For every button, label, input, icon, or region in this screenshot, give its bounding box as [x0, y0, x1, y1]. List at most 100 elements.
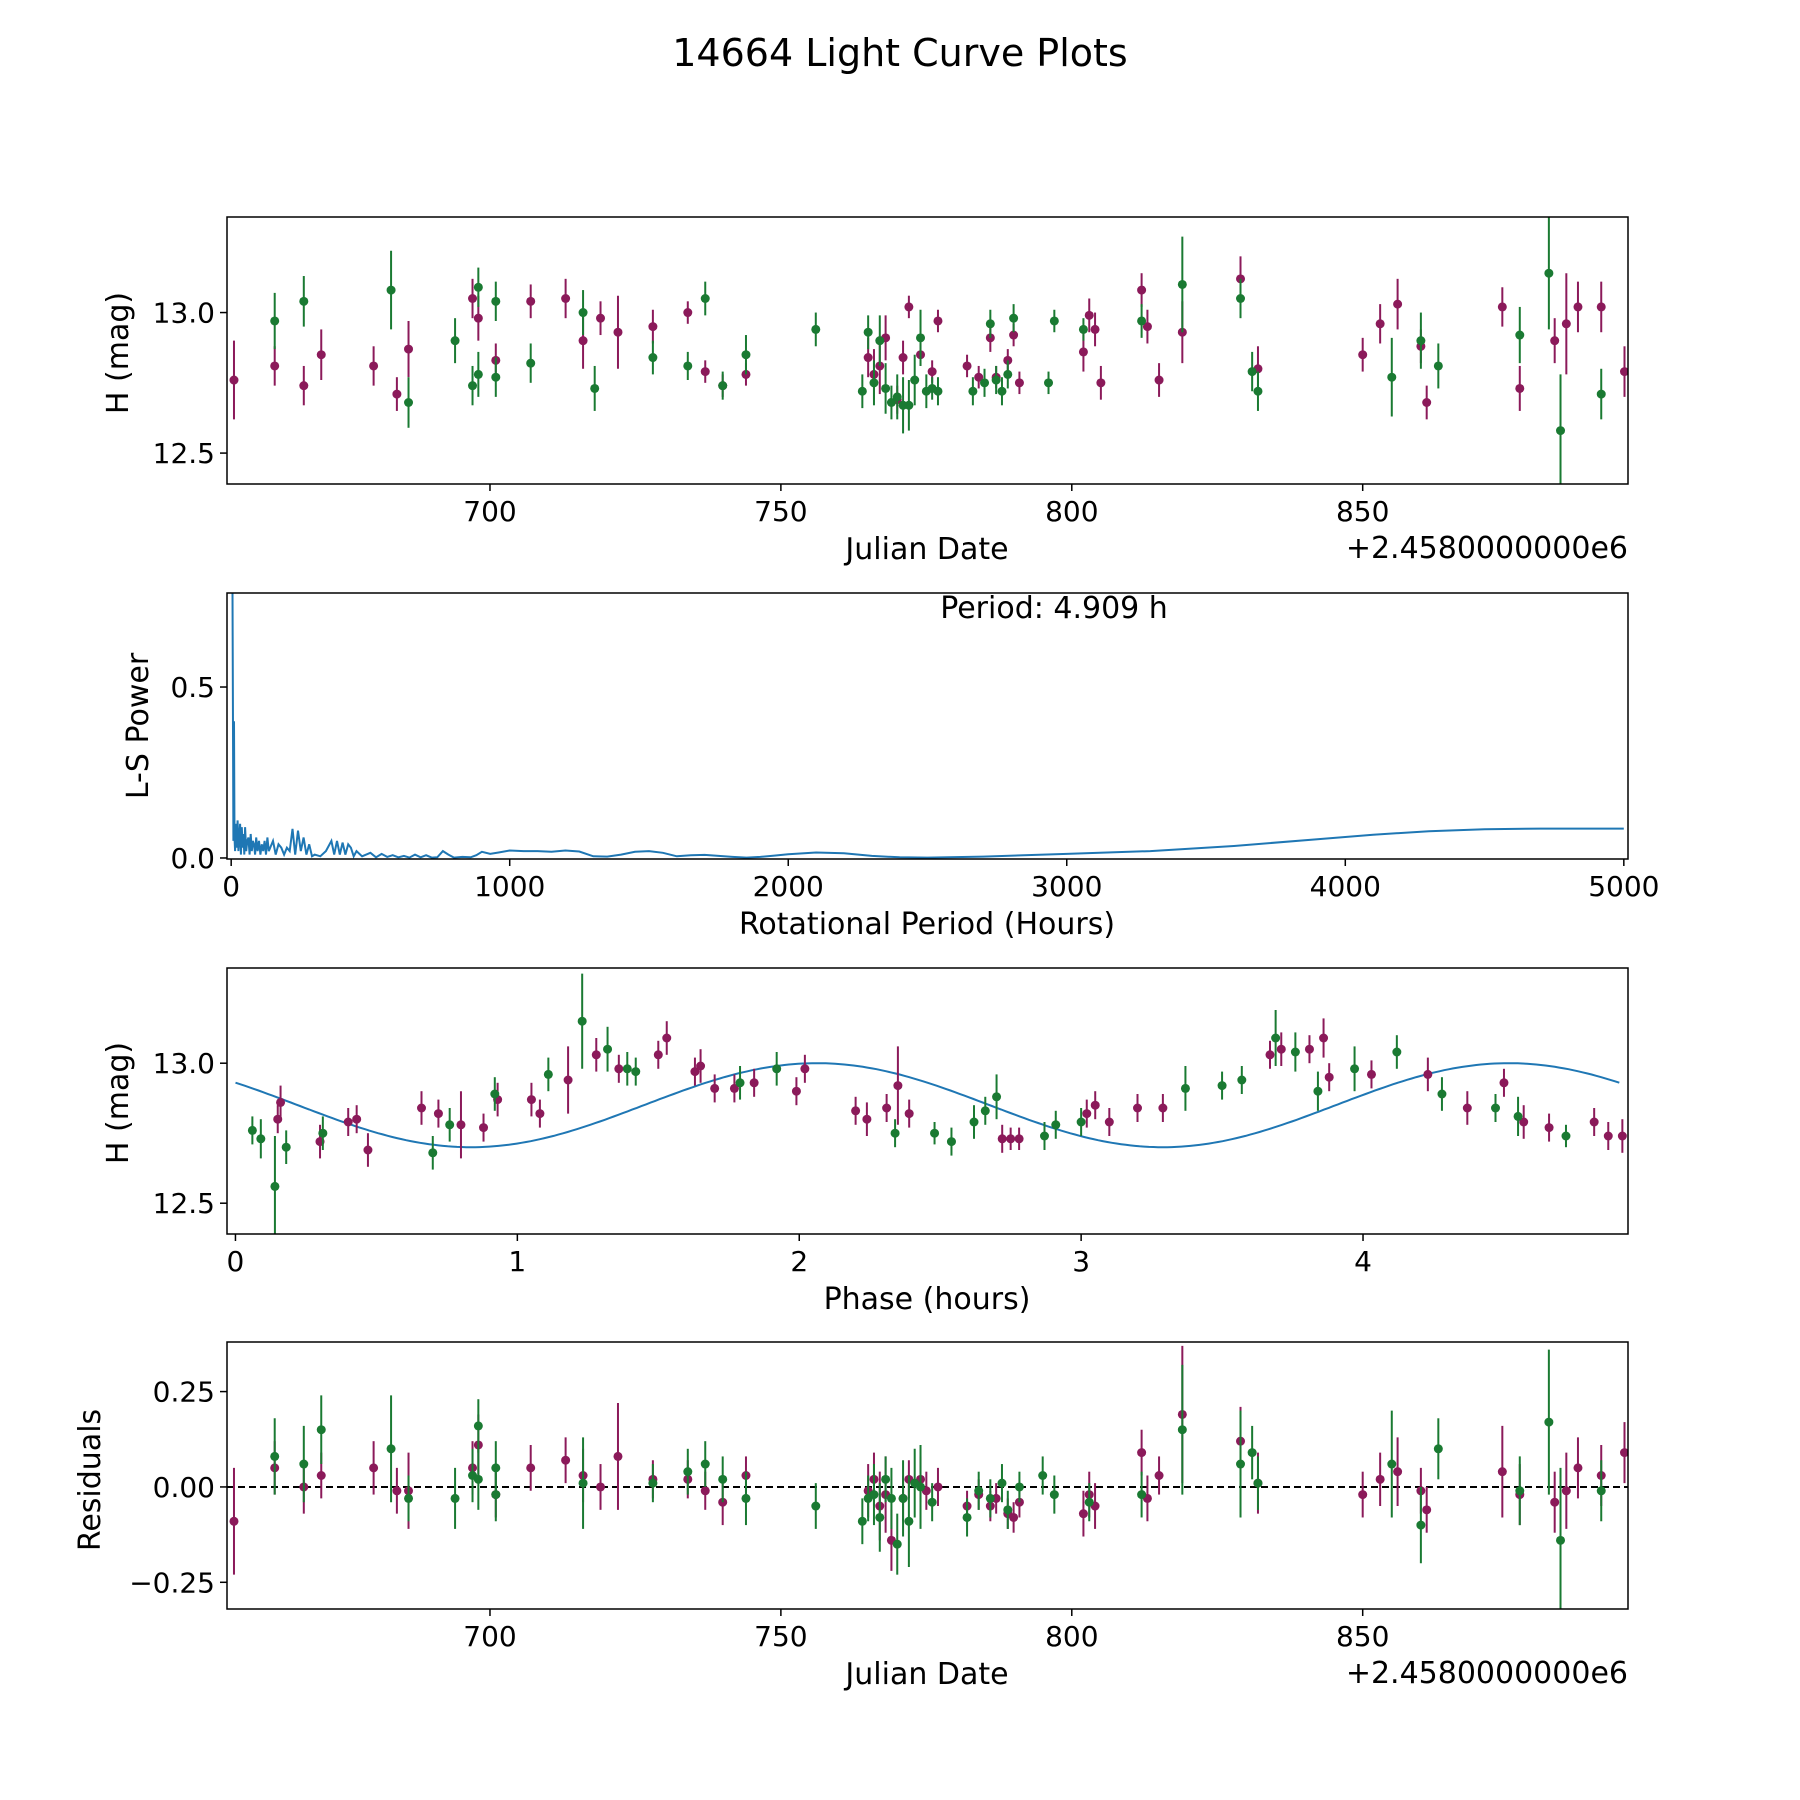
green-data-point — [1433, 361, 1443, 371]
green-data-point — [1253, 386, 1263, 396]
green-data-point — [491, 1490, 501, 1500]
phased-curve-xlabel: Phase (hours) — [824, 1282, 1031, 1317]
green-data-point — [718, 381, 728, 391]
green-data-point — [1217, 1081, 1227, 1091]
purple-data-point — [1393, 299, 1403, 309]
green-data-point — [863, 327, 873, 337]
phased-curve-ylabel: H (mag) — [101, 1042, 136, 1164]
green-data-point — [428, 1148, 438, 1158]
green-data-point — [946, 1137, 956, 1147]
green-data-point — [543, 1069, 553, 1079]
green-data-point — [700, 294, 710, 304]
light-curve-ylabel: H (mag) — [101, 292, 136, 414]
residuals-ylabel: Residuals — [73, 1409, 108, 1551]
purple-data-point — [1137, 1448, 1147, 1458]
purple-data-point — [343, 1117, 353, 1127]
purple-data-point — [1499, 1078, 1509, 1088]
green-data-point — [1236, 1459, 1246, 1469]
model-curve — [235, 1062, 1620, 1149]
purple-data-point — [882, 1103, 892, 1113]
purple-data-point — [690, 1067, 700, 1077]
residuals-xlabel: Julian Date — [843, 1657, 1008, 1692]
purple-data-point — [1104, 1117, 1114, 1127]
phased-curve-plot-area — [235, 973, 1627, 1234]
phased-curve-axes-frame — [226, 967, 1629, 1235]
x-tick-label: 0 — [227, 1245, 245, 1278]
x-tick-label: 1 — [508, 1245, 526, 1278]
purple-data-point — [369, 1463, 379, 1473]
green-data-point — [1049, 1490, 1059, 1500]
purple-data-point — [1561, 319, 1571, 329]
green-data-point — [930, 1128, 940, 1138]
x-tick-label: 2 — [790, 1245, 808, 1278]
green-data-point — [1513, 1111, 1523, 1121]
green-data-point — [1556, 426, 1566, 436]
purple-data-point — [299, 381, 309, 391]
green-data-point — [404, 397, 414, 407]
green-data-point — [603, 1044, 613, 1054]
green-data-point — [904, 400, 914, 410]
purple-data-point — [270, 361, 280, 371]
purple-data-point — [561, 294, 571, 304]
y-tick-label: 0.00 — [153, 1471, 215, 1504]
green-data-point — [886, 1493, 896, 1503]
purple-data-point — [700, 1486, 710, 1496]
green-data-point — [741, 350, 751, 360]
green-data-point — [270, 1181, 280, 1191]
purple-data-point — [1497, 302, 1507, 312]
green-data-point — [1076, 1117, 1086, 1127]
green-data-point — [404, 1493, 414, 1503]
purple-data-point — [904, 302, 914, 312]
purple-data-point — [710, 1083, 720, 1093]
green-data-point — [991, 375, 1001, 385]
green-data-point — [473, 1421, 483, 1431]
purple-data-point — [1366, 1069, 1376, 1079]
green-data-point — [473, 369, 483, 379]
green-data-point — [1049, 316, 1059, 326]
purple-data-point — [596, 313, 606, 323]
green-data-point — [1039, 1131, 1049, 1141]
x-tick-label: 2000 — [753, 870, 824, 903]
purple-data-point — [1375, 319, 1385, 329]
green-data-point — [1596, 389, 1606, 399]
green-data-point — [916, 1482, 926, 1492]
green-data-point — [450, 1493, 460, 1503]
green-data-point — [985, 1493, 995, 1503]
purple-data-point — [578, 336, 588, 346]
green-data-point — [892, 1539, 902, 1549]
y-tick-label: 13.0 — [153, 1047, 215, 1080]
green-data-point — [445, 1120, 455, 1130]
green-data-point — [968, 386, 978, 396]
green-data-point — [1247, 367, 1257, 377]
purple-data-point — [749, 1078, 759, 1088]
purple-data-point — [1276, 1044, 1286, 1054]
green-data-point — [577, 1016, 587, 1026]
green-data-point — [869, 378, 879, 388]
y-tick-label: −0.25 — [129, 1566, 215, 1599]
green-data-point — [622, 1064, 632, 1074]
green-data-point — [1180, 1083, 1190, 1093]
purple-data-point — [1078, 1509, 1088, 1519]
green-data-point — [1003, 369, 1013, 379]
purple-data-point — [933, 1482, 943, 1492]
green-data-point — [980, 378, 990, 388]
purple-data-point — [614, 1064, 624, 1074]
green-data-point — [1544, 268, 1554, 278]
purple-data-point — [997, 1134, 1007, 1144]
green-data-point — [299, 1459, 309, 1469]
purple-data-point — [1006, 1134, 1016, 1144]
periodogram-axes-frame — [226, 592, 1629, 860]
green-data-point — [1392, 1047, 1402, 1057]
green-data-point — [683, 1467, 693, 1477]
light-curve-xlabel: Julian Date — [843, 532, 1008, 567]
green-data-point — [299, 296, 309, 306]
green-data-point — [1290, 1047, 1300, 1057]
green-data-point — [735, 1078, 745, 1088]
purple-data-point — [1137, 285, 1147, 295]
y-tick-label: 0.25 — [153, 1376, 215, 1409]
green-data-point — [974, 1486, 984, 1496]
green-data-point — [997, 1478, 1007, 1488]
y-tick-label: 12.5 — [153, 1187, 215, 1220]
x-tick-label: 3000 — [1031, 870, 1102, 903]
